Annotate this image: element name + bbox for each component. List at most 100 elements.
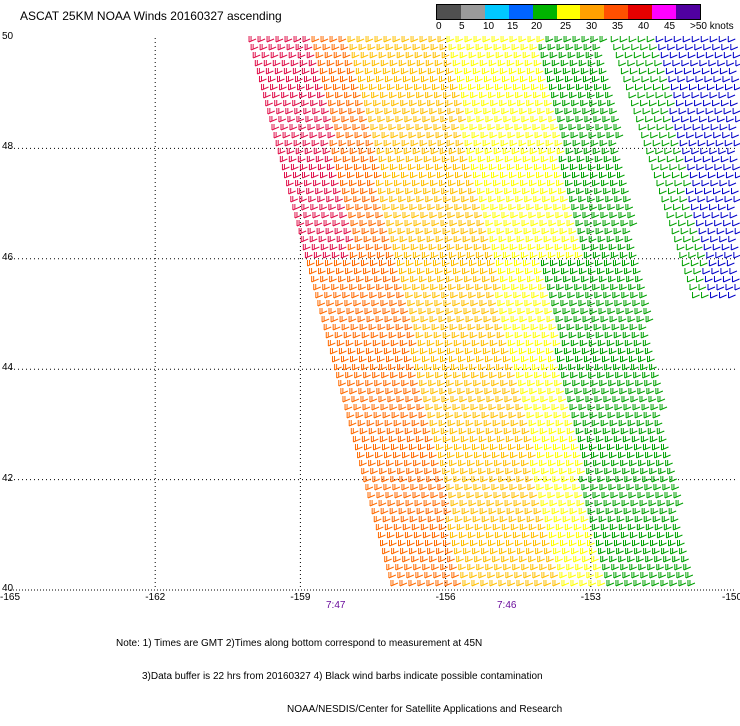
wind-barb: [384, 484, 391, 490]
wind-barb: [330, 172, 337, 178]
wind-barb: [388, 500, 395, 506]
wind-barb: [630, 68, 637, 74]
wind-barb: [546, 36, 553, 42]
wind-barb: [616, 132, 623, 138]
wind-barb: [537, 140, 544, 146]
wind-barb: [495, 116, 502, 122]
wind-barb: [472, 132, 479, 138]
wind-barb: [665, 204, 672, 210]
wind-barb: [684, 180, 691, 186]
wind-barb: [538, 76, 545, 82]
wind-barb: [402, 140, 409, 146]
wind-barb: [632, 100, 639, 106]
wind-barb: [421, 316, 428, 322]
wind-barb: [557, 388, 564, 394]
wind-barb: [629, 284, 636, 290]
wind-barb: [349, 420, 356, 426]
wind-barb: [398, 332, 405, 338]
wind-barb: [460, 260, 467, 266]
wind-barb: [496, 500, 503, 506]
wind-barb: [563, 68, 570, 74]
wind-barb: [405, 460, 412, 466]
wind-barb: [580, 372, 587, 378]
wind-barb: [453, 540, 460, 546]
wind-barb: [447, 380, 454, 386]
wind-barb: [514, 156, 521, 162]
wind-barb: [525, 404, 532, 410]
wind-barb: [728, 148, 735, 154]
wind-barb: [456, 140, 463, 146]
wind-barb: [324, 116, 331, 122]
wind-barb: [320, 204, 327, 210]
wind-barb: [459, 220, 466, 226]
wind-barb: [542, 572, 549, 578]
wind-barb: [364, 268, 371, 274]
wind-barb: [346, 340, 353, 346]
wind-barb: [523, 500, 530, 506]
wind-barb: [409, 236, 416, 242]
wind-barb: [547, 452, 554, 458]
wind-barb: [565, 76, 572, 82]
wind-barb: [465, 244, 472, 250]
wind-barb: [698, 196, 705, 202]
wind-barb: [412, 212, 419, 218]
wind-barb: [402, 172, 409, 178]
wind-barb: [487, 396, 494, 402]
wind-barb: [421, 556, 428, 562]
wind-barb: [535, 340, 542, 346]
wind-barb: [391, 340, 398, 346]
wind-barb: [430, 316, 437, 322]
wind-barb: [728, 204, 735, 210]
wind-barb: [339, 244, 346, 250]
wind-barb: [534, 196, 541, 202]
wind-barb: [428, 100, 435, 106]
wind-barb: [451, 260, 458, 266]
wind-barb: [540, 220, 547, 226]
wind-barb: [492, 348, 499, 354]
wind-barb: [619, 524, 626, 530]
wind-barb: [345, 60, 352, 66]
wind-barb: [368, 388, 375, 394]
wind-barb: [566, 180, 573, 186]
wind-barb: [285, 172, 292, 178]
wind-barb: [460, 52, 467, 58]
wind-barb: [382, 132, 389, 138]
wind-barb: [460, 188, 467, 194]
wind-barb: [433, 260, 440, 266]
wind-barb: [559, 292, 566, 298]
wind-barb: [412, 420, 419, 426]
wind-barb: [562, 132, 569, 138]
wind-barb: [534, 164, 541, 170]
wind-barb: [605, 468, 612, 474]
note-line-3: NOAA/NESDIS/Center for Satellite Applica…: [116, 704, 562, 715]
wind-barb: [562, 476, 569, 482]
wind-barb: [358, 212, 365, 218]
wind-barb: [289, 52, 296, 58]
wind-barb: [692, 92, 699, 98]
wind-barb: [735, 172, 740, 178]
wind-barb: [499, 132, 506, 138]
wind-barb: [476, 388, 483, 394]
wind-barb: [402, 276, 409, 282]
wind-barb: [600, 348, 607, 354]
wind-barb: [573, 348, 580, 354]
wind-barb: [287, 44, 294, 50]
wind-barb: [486, 356, 493, 362]
wind-barb: [479, 572, 486, 578]
wind-barb: [289, 84, 296, 90]
wind-barb: [612, 324, 619, 330]
wind-barb: [369, 116, 376, 122]
wind-barb: [379, 156, 386, 162]
wind-barb: [672, 228, 679, 234]
wind-barb: [362, 436, 369, 442]
wind-barb: [428, 548, 435, 554]
wind-barb: [419, 412, 426, 418]
wind-barb: [461, 436, 468, 442]
wind-barb: [520, 212, 527, 218]
wind-barb: [631, 292, 638, 298]
wind-barb: [637, 316, 644, 322]
wind-barb: [483, 348, 490, 354]
wind-barb: [593, 284, 600, 290]
wind-barb: [435, 508, 442, 514]
wind-barb: [705, 76, 712, 82]
